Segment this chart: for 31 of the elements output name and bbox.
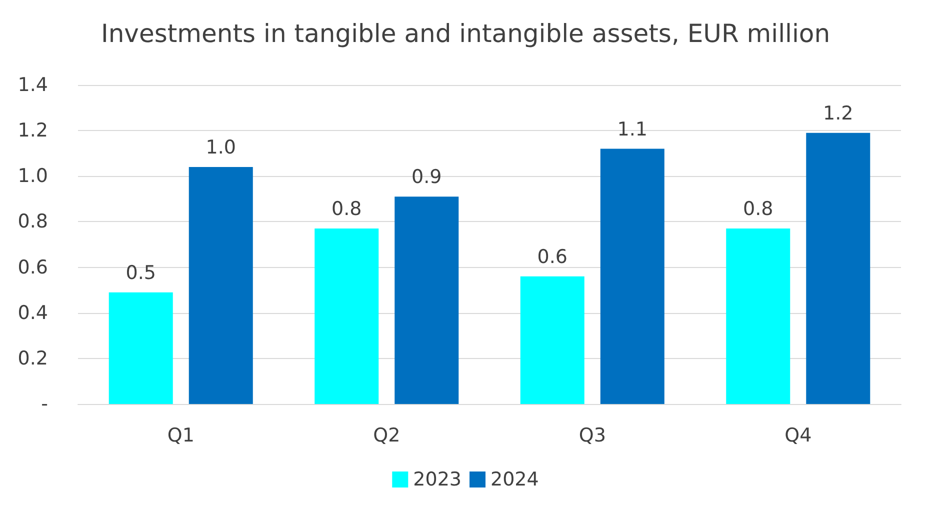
data-label: 0.8 (332, 198, 362, 220)
bar (188, 167, 253, 404)
y-tick-label: 1.4 (18, 74, 48, 96)
data-label: 0.6 (537, 246, 568, 268)
legend-label: 2024 (490, 468, 539, 490)
data-label: 1.2 (823, 102, 854, 124)
y-tick-label: 0.6 (18, 256, 48, 278)
data-label: 0.9 (412, 166, 442, 188)
y-tick-label: 0.2 (18, 347, 48, 370)
y-tick-label: 1.0 (18, 165, 48, 188)
bar (394, 196, 459, 404)
bar (726, 228, 790, 404)
y-tick-label: 0.8 (18, 210, 48, 233)
x-tick-label: Q3 (578, 424, 606, 446)
y-tick-label: - (41, 393, 48, 415)
data-label: 1.1 (617, 118, 648, 140)
y-tick-label: 1.2 (18, 120, 48, 142)
x-tick-label: Q2 (373, 424, 400, 446)
bar (600, 148, 664, 404)
bar (314, 228, 379, 404)
bar (520, 276, 584, 404)
x-tick-label: Q4 (784, 424, 812, 446)
data-label: 0.5 (126, 262, 156, 284)
data-label: 0.8 (743, 198, 774, 220)
x-tick-label: Q1 (167, 424, 194, 446)
data-label: 1.0 (206, 136, 236, 159)
bar (108, 292, 173, 404)
chart-title: Investments in tangible and intangible assets, EUR million (100, 19, 830, 48)
bar (806, 132, 870, 404)
y-tick-label: 0.4 (18, 302, 48, 324)
legend-label: 2023 (413, 468, 462, 490)
